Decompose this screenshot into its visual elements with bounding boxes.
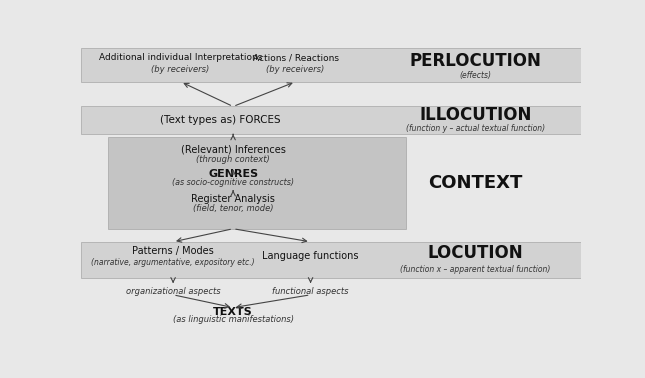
Text: Additional individual Interpretations: Additional individual Interpretations xyxy=(99,53,263,62)
Text: Language functions: Language functions xyxy=(263,251,359,261)
Text: TEXTS: TEXTS xyxy=(213,307,253,317)
Text: organizational aspects: organizational aspects xyxy=(126,287,221,296)
Text: (by receivers): (by receivers) xyxy=(152,65,210,74)
Text: ILLOCUTION: ILLOCUTION xyxy=(419,106,531,124)
Text: (through context): (through context) xyxy=(196,155,270,164)
Text: PERLOCUTION: PERLOCUTION xyxy=(410,52,541,70)
Text: LOCUTION: LOCUTION xyxy=(428,245,523,262)
Text: (Text types as) FORCES: (Text types as) FORCES xyxy=(160,115,281,125)
Text: (by receivers): (by receivers) xyxy=(266,65,324,74)
FancyBboxPatch shape xyxy=(81,48,580,82)
Text: (field, tenor, mode): (field, tenor, mode) xyxy=(193,204,273,213)
Text: Register Analysis: Register Analysis xyxy=(191,194,275,204)
Text: (function y – actual textual function): (function y – actual textual function) xyxy=(406,124,545,133)
Text: (Relevant) Inferences: (Relevant) Inferences xyxy=(181,145,286,155)
FancyBboxPatch shape xyxy=(81,107,580,134)
Text: (as linguistic manifestations): (as linguistic manifestations) xyxy=(173,315,293,324)
Text: (effects): (effects) xyxy=(459,71,491,80)
Text: (narrative, argumentative, expository etc.): (narrative, argumentative, expository et… xyxy=(92,259,255,267)
Text: CONTEXT: CONTEXT xyxy=(428,174,522,192)
FancyBboxPatch shape xyxy=(108,137,406,229)
FancyBboxPatch shape xyxy=(81,242,580,278)
Text: (as socio-cognitive constructs): (as socio-cognitive constructs) xyxy=(172,178,294,187)
Text: GENRES: GENRES xyxy=(208,169,258,179)
Text: Actions / Reactions: Actions / Reactions xyxy=(253,53,339,62)
Text: (function x – apparent textual function): (function x – apparent textual function) xyxy=(401,265,551,274)
Text: Patterns / Modes: Patterns / Modes xyxy=(132,246,214,256)
Text: functional aspects: functional aspects xyxy=(272,287,349,296)
